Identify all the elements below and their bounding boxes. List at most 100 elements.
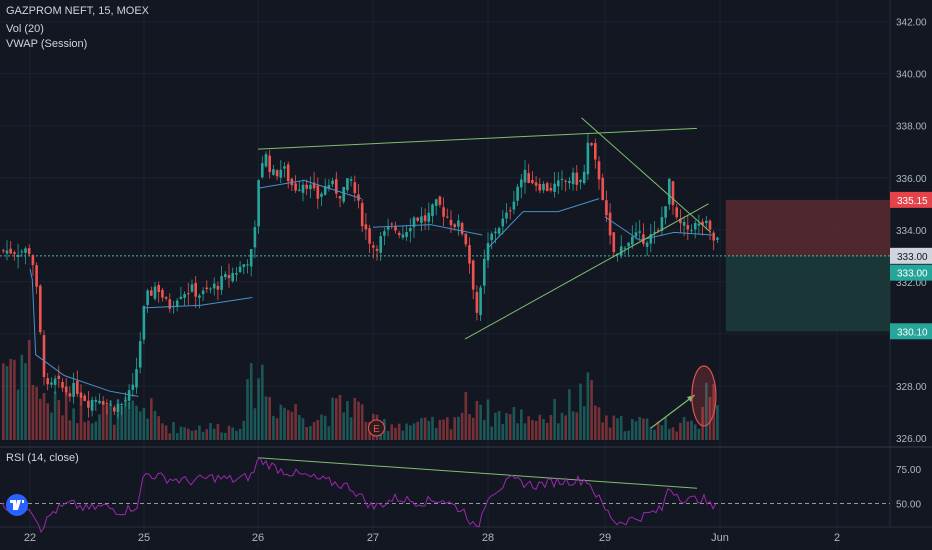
- volume-bar: [253, 408, 257, 440]
- vwap-segment: [372, 224, 483, 236]
- volume-bar: [664, 417, 667, 440]
- volume-bar: [68, 420, 72, 440]
- candle-body: [349, 179, 353, 181]
- volume-bar: [312, 422, 316, 440]
- target-price-tag: [890, 323, 932, 340]
- volume-bar: [464, 391, 468, 440]
- take-profit-zone: [725, 255, 890, 332]
- candle-body: [161, 289, 164, 298]
- volume-bar: [401, 430, 405, 440]
- candle-body: [420, 216, 423, 223]
- descending-line: [581, 117, 712, 233]
- volume-bar: [94, 421, 98, 440]
- volume-bar: [264, 396, 268, 440]
- volume-bar: [708, 397, 712, 440]
- candle-body: [142, 305, 146, 340]
- candle-body: [335, 179, 338, 194]
- rsi-legend[interactable]: RSI (14, close): [6, 452, 79, 464]
- candle-body: [664, 206, 667, 218]
- candle-body: [283, 166, 286, 169]
- tradingview-logo-icon[interactable]: [6, 494, 28, 516]
- candle-body: [227, 275, 231, 279]
- volume-bar: [497, 411, 501, 440]
- volume-bar: [120, 406, 123, 440]
- candle-body: [83, 395, 86, 401]
- volume-bar: [538, 414, 542, 440]
- candle-body: [479, 287, 482, 315]
- volume-bar: [608, 427, 612, 440]
- volume-bar: [131, 400, 135, 440]
- candle-body: [549, 188, 553, 191]
- vwap-segment: [29, 268, 139, 397]
- last-price-tag: [890, 247, 932, 264]
- volume-bar: [342, 412, 345, 440]
- volume-bar: [653, 429, 656, 440]
- volume-bar: [27, 340, 31, 440]
- candle-body: [372, 245, 375, 248]
- candle-body: [109, 404, 112, 406]
- volume-bar: [190, 430, 194, 440]
- volume-bar: [2, 363, 5, 440]
- volume-bar: [113, 424, 116, 440]
- rsi-pane: [0, 456, 890, 533]
- earnings-marker-icon: [367, 419, 385, 437]
- candle-body: [286, 164, 290, 182]
- candle-body: [701, 221, 704, 225]
- volume-ellipse: [691, 365, 717, 427]
- candle-body: [131, 384, 135, 390]
- volume-bar: [405, 423, 408, 440]
- candle-body: [31, 255, 35, 265]
- candle-body: [446, 216, 449, 218]
- volume-bar: [42, 393, 46, 440]
- volume-bar: [605, 415, 608, 440]
- candle-body: [253, 227, 257, 248]
- candle-body: [298, 189, 301, 191]
- volume-bar: [656, 421, 660, 440]
- candle-body: [101, 400, 105, 405]
- candle-body: [235, 273, 238, 275]
- candle-body: [264, 154, 268, 167]
- time-tick-label: 29: [599, 532, 611, 544]
- volume-bar: [257, 378, 260, 440]
- volume-bar: [409, 425, 412, 440]
- volume-bar: [294, 404, 297, 440]
- candle-body: [431, 204, 434, 217]
- time-tick-label: 25: [138, 532, 150, 544]
- volume-bar: [557, 423, 560, 440]
- candle-body: [560, 178, 564, 180]
- time-tick-label: Jun: [711, 532, 729, 544]
- candle-body: [490, 233, 493, 241]
- candle-body: [557, 180, 560, 187]
- volume-bar: [520, 409, 523, 440]
- candle-body: [375, 248, 379, 251]
- time-tick-label: 28: [482, 532, 494, 544]
- candle-body: [416, 217, 419, 221]
- volume-bar: [175, 433, 179, 440]
- volume-bar: [386, 430, 390, 440]
- candle-body: [53, 378, 57, 385]
- symbol-legend[interactable]: GAZPROM NEFT, 15, MOEX: [6, 5, 150, 17]
- volume-legend[interactable]: Vol (20): [6, 23, 44, 35]
- volume-bar: [638, 416, 641, 440]
- volume-bar: [634, 421, 638, 440]
- candle-body: [279, 169, 283, 178]
- volume-bar: [20, 354, 24, 440]
- volume-bar: [568, 389, 571, 440]
- volume-bar: [224, 432, 227, 440]
- volume-bar: [275, 418, 279, 440]
- candle-body: [623, 247, 627, 249]
- volume-bar: [153, 410, 157, 440]
- entry-price-label: 333.00: [897, 269, 928, 280]
- volume-bar: [79, 397, 83, 440]
- volume-bar: [201, 431, 205, 440]
- volume-bar: [508, 414, 512, 440]
- volume-bar: [283, 407, 286, 440]
- vwap-legend[interactable]: VWAP (Session): [6, 38, 88, 50]
- volume-bar: [187, 428, 190, 440]
- volume-bar: [705, 382, 708, 440]
- candle-body: [412, 217, 416, 228]
- volume-bar: [475, 400, 479, 440]
- volume-bar: [272, 415, 275, 440]
- candle-body: [116, 403, 120, 412]
